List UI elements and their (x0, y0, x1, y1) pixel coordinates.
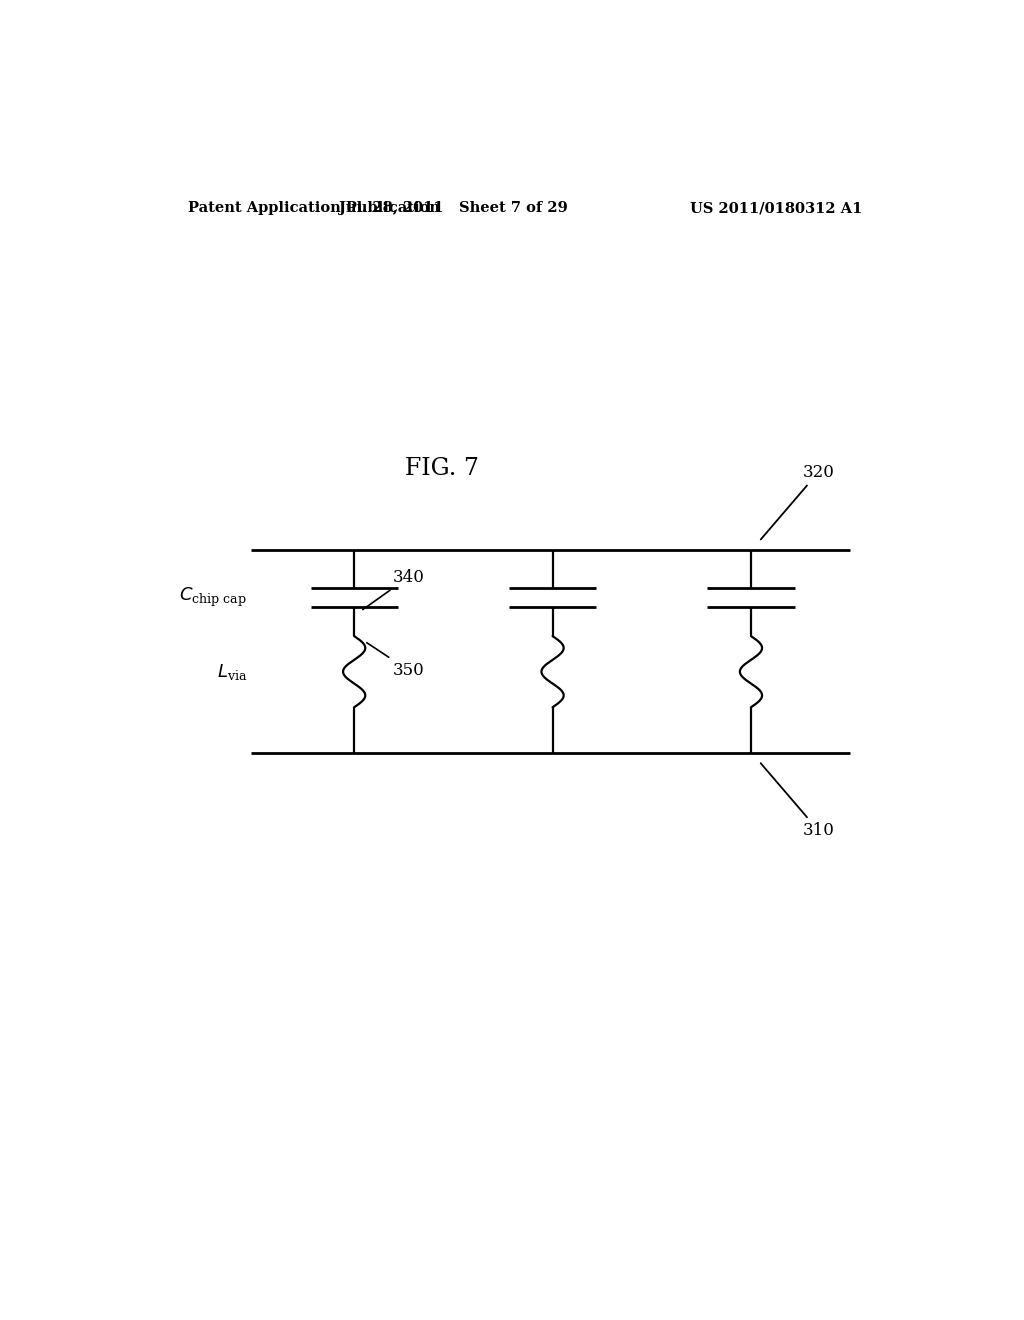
Text: Patent Application Publication: Patent Application Publication (187, 201, 439, 215)
Text: FIG. 7: FIG. 7 (404, 457, 478, 480)
Text: US 2011/0180312 A1: US 2011/0180312 A1 (690, 201, 862, 215)
Text: 350: 350 (367, 643, 424, 678)
Text: Jul. 28, 2011   Sheet 7 of 29: Jul. 28, 2011 Sheet 7 of 29 (339, 201, 567, 215)
Text: 320: 320 (761, 463, 835, 540)
Text: 340: 340 (362, 569, 424, 610)
Text: $C_{\mathregular{chip\ cap}}$: $C_{\mathregular{chip\ cap}}$ (179, 586, 247, 609)
Text: 310: 310 (761, 763, 835, 840)
Text: $L_{\mathregular{via}}$: $L_{\mathregular{via}}$ (217, 661, 247, 681)
